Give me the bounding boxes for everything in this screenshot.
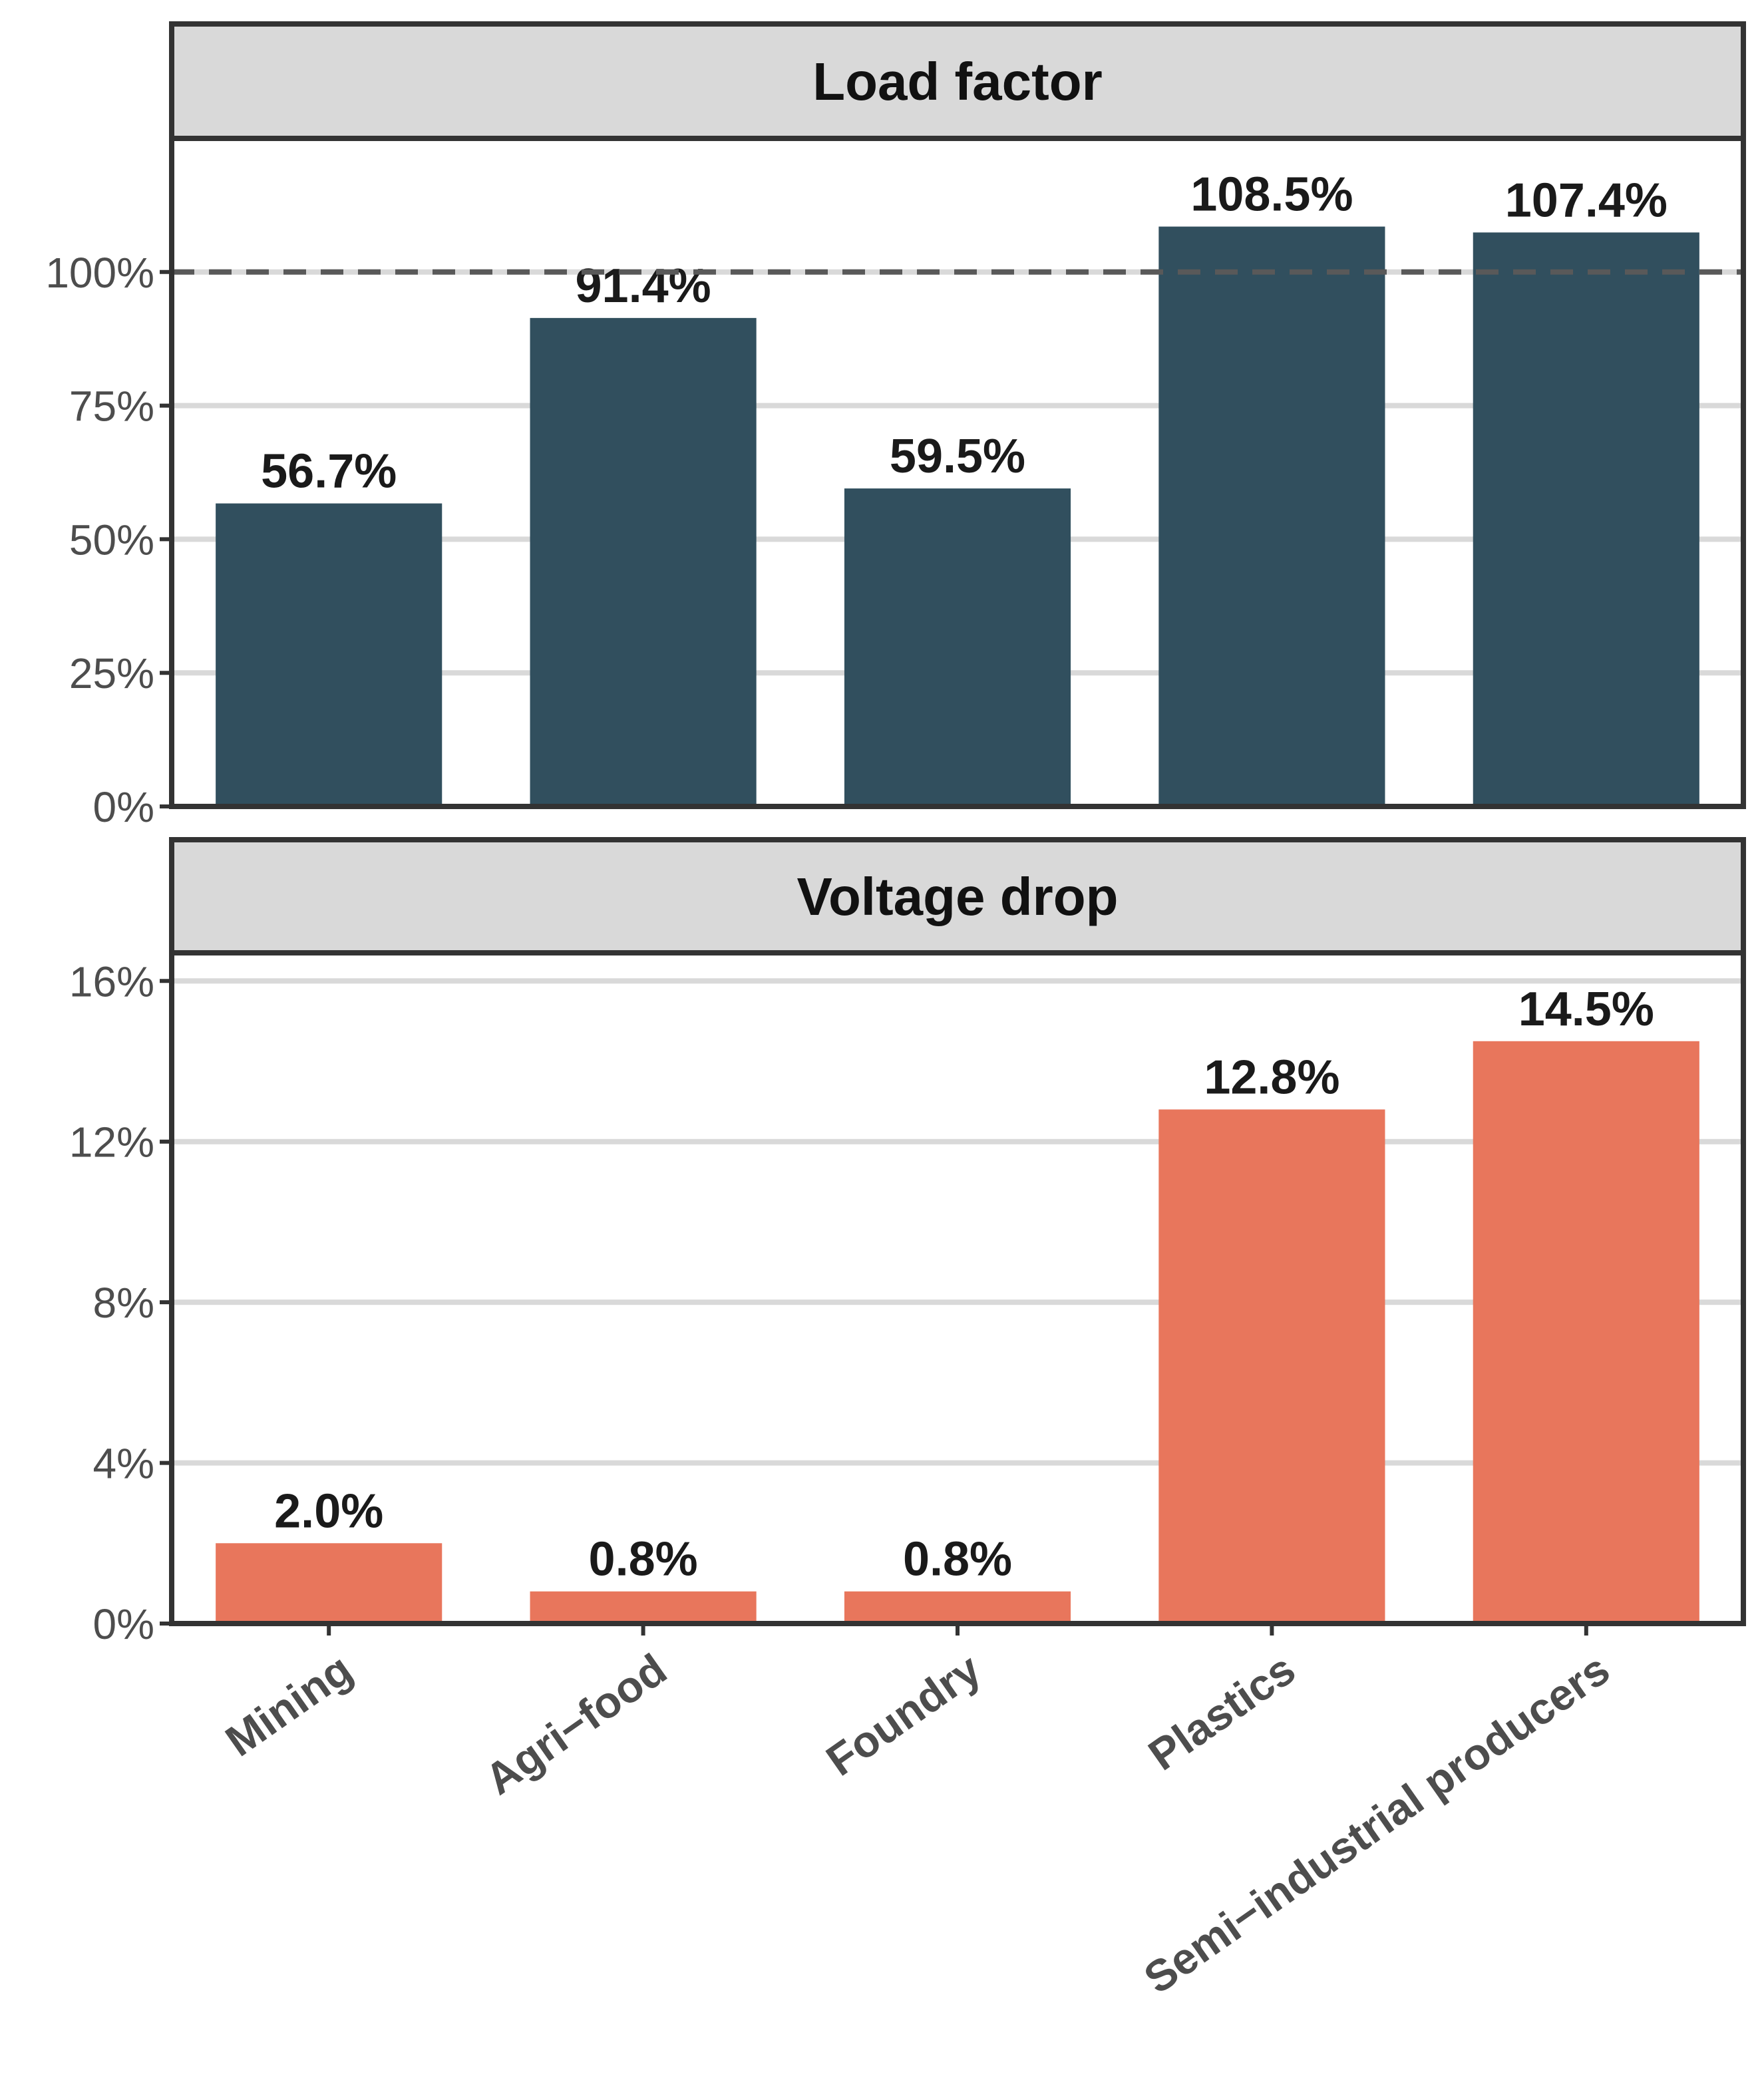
- bar-mining: [216, 503, 442, 806]
- x-label-plastics: Plastics: [1140, 1644, 1304, 1780]
- strip-background: [169, 21, 1746, 141]
- panel-voltage-drop: Voltage drop 0% 4% 8% 12% 16% 2.0% 0.8% 0.8% 12.8…: [69, 837, 1746, 1648]
- panel-border: [169, 136, 1746, 809]
- y-tick-label: 0%: [93, 783, 155, 831]
- data-label: 108.5%: [1190, 168, 1353, 222]
- bar-semi-industrial-producers: [1473, 232, 1699, 807]
- data-label: 12.8%: [1204, 1051, 1339, 1104]
- data-label: 0.8%: [589, 1533, 698, 1586]
- y-tick-label: 8%: [93, 1279, 155, 1327]
- y-tick-label: 25%: [69, 649, 154, 697]
- data-label: 91.4%: [576, 260, 711, 313]
- bar-foundry: [844, 488, 1071, 806]
- y-tick-label: 16%: [69, 957, 154, 1005]
- x-label-agri-food: Agri−food: [476, 1644, 675, 1804]
- y-tick-label: 4%: [93, 1440, 155, 1488]
- bar-mining: [216, 1543, 442, 1624]
- bar-agri-food: [530, 1591, 757, 1624]
- x-label-foundry: Foundry: [817, 1644, 989, 1785]
- x-axis-labels: Mining Agri−food Foundry PlasticsSemi−indus…: [217, 1644, 1618, 2003]
- panel-title: Voltage drop: [797, 867, 1119, 926]
- data-label: 14.5%: [1518, 983, 1654, 1036]
- bar-plastics: [1158, 226, 1385, 806]
- data-label: 107.4%: [1505, 174, 1668, 227]
- y-tick-label: 0%: [93, 1600, 155, 1648]
- x-label-mining: Mining: [217, 1644, 361, 1766]
- data-label: 56.7%: [261, 445, 397, 498]
- data-label: 0.8%: [903, 1533, 1012, 1586]
- y-tick-label: 12%: [69, 1119, 154, 1166]
- bar-agri-food: [530, 317, 757, 806]
- bar-semi-industrial-producers: [1473, 1041, 1699, 1624]
- panel-title: Load factor: [812, 52, 1103, 111]
- y-tick-label: 50%: [69, 516, 154, 564]
- y-tick-label: 75%: [69, 383, 154, 431]
- y-tick-label: 100%: [45, 249, 154, 297]
- bar-foundry: [844, 1591, 1071, 1624]
- panel-load-factor: Load factor 0% 25% 50% 75% 100% 56.7% 91.4% 59.5…: [45, 21, 1746, 831]
- bar-plastics: [1158, 1109, 1385, 1624]
- data-label: 2.0%: [274, 1484, 383, 1538]
- data-label: 59.5%: [890, 430, 1025, 483]
